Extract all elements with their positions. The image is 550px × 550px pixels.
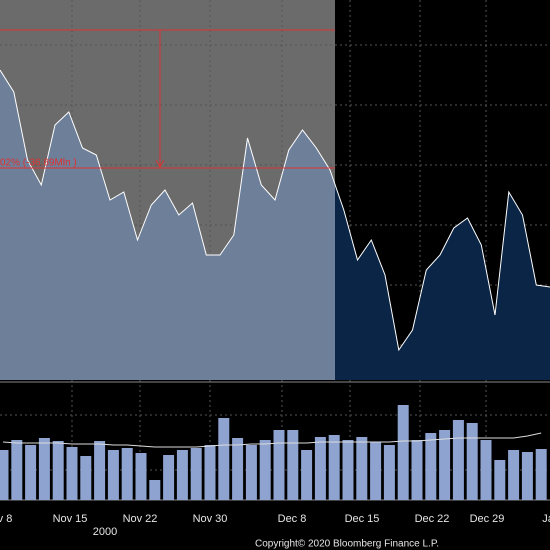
volume-bar — [439, 430, 451, 500]
volume-bar — [232, 438, 244, 500]
x-tick-label: Dec 22 — [415, 513, 450, 525]
measure-tool: 02% (-36.89Mln ) — [0, 29, 335, 169]
x-tick-label: Dec 8 — [278, 513, 307, 525]
x-tick-label: Nov 30 — [193, 513, 228, 525]
volume-bar — [452, 420, 464, 500]
volume-bar — [342, 440, 354, 500]
volume-bar — [245, 445, 257, 500]
volume-bar — [80, 456, 92, 500]
volume-bar — [107, 450, 119, 500]
x-tick-label: Dec 29 — [470, 513, 505, 525]
volume-bar — [314, 437, 326, 500]
volume-bar — [508, 450, 520, 500]
volume-bar — [259, 440, 271, 500]
volume-bar — [328, 435, 340, 500]
volume-average — [2, 432, 542, 448]
volume-bar — [397, 405, 409, 500]
volume-bar — [163, 455, 175, 500]
volume-bar — [273, 430, 285, 500]
volume-bar — [94, 441, 106, 500]
x-tick-label: v 8 — [0, 513, 12, 525]
volume-bar — [52, 441, 64, 500]
area-fill — [335, 184, 550, 380]
volume-bar — [135, 453, 147, 500]
annotation: 02% (-36.89Mln ) — [0, 158, 77, 169]
measure-arrow — [155, 159, 165, 169]
volume-bar — [411, 440, 423, 500]
volume-bar — [425, 433, 437, 500]
x-tick-label: Nov 15 — [53, 513, 88, 525]
volume-bar — [176, 450, 188, 500]
volume-bar — [38, 438, 50, 500]
plot — [0, 69, 550, 380]
volume-bar — [287, 430, 299, 500]
x-tick-label: Dec 15 — [345, 513, 380, 525]
area-fill — [0, 70, 335, 380]
volume-bar — [301, 450, 313, 500]
volume-bar — [66, 447, 78, 500]
volume-bar — [356, 437, 368, 500]
year-label: 2000 — [93, 526, 117, 538]
copyright: Copyright© 2020 Bloomberg Finance L.P. — [255, 539, 439, 550]
volume-bar — [149, 480, 161, 500]
volume-bar — [11, 440, 23, 500]
volume-bar — [480, 440, 492, 500]
volume-bar — [494, 460, 506, 500]
volume-bar — [121, 448, 133, 500]
volume-bar — [190, 448, 202, 500]
volume-bar — [204, 445, 216, 500]
volume-bar — [25, 445, 37, 500]
price-line — [0, 69, 550, 352]
volume-bar — [535, 449, 547, 500]
volume-bar — [0, 450, 9, 500]
volume-bar — [370, 442, 382, 500]
x-tick-label: Nov 22 — [123, 513, 158, 525]
volume-bar — [218, 418, 230, 500]
volume-bar — [466, 423, 478, 500]
x-tick-label: Ja — [542, 513, 550, 525]
volume-bar — [521, 452, 533, 500]
volume-bar — [383, 445, 395, 500]
